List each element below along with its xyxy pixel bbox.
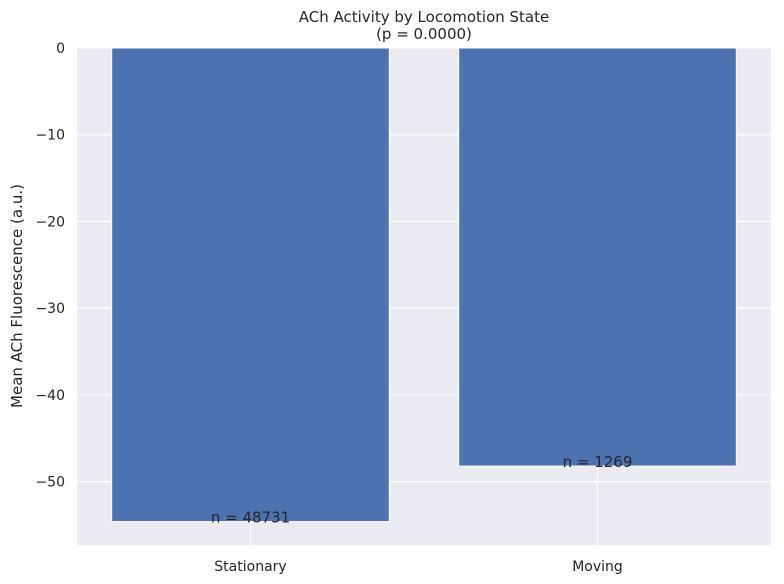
chart-subtitle: (p = 0.0000): [376, 25, 472, 43]
y-axis-label: Mean ACh Fluorescence (a.u.): [8, 184, 26, 408]
y-tick-labels: 0 −10 −20 −30 −40 −50: [35, 41, 65, 491]
bars: [111, 47, 737, 523]
bar-value-label: n = 48731: [211, 509, 290, 527]
x-tick-label: Moving: [572, 559, 623, 575]
bar-value-label: n = 1269: [563, 453, 633, 471]
bar: [111, 47, 390, 523]
y-tick-label: 0: [56, 41, 65, 57]
y-tick-label: −30: [35, 301, 65, 317]
y-tick-label: −10: [35, 128, 65, 144]
bar: [458, 47, 737, 467]
x-tick-label: Stationary: [214, 559, 286, 575]
chart-title: ACh Activity by Locomotion State: [299, 8, 549, 26]
bar-labels: n = 48731 n = 1269: [211, 453, 633, 527]
y-tick-label: −20: [35, 214, 65, 230]
y-tick-label: −40: [35, 388, 65, 404]
y-tick-label: −50: [35, 475, 65, 491]
x-tick-labels: Stationary Moving: [214, 559, 623, 575]
